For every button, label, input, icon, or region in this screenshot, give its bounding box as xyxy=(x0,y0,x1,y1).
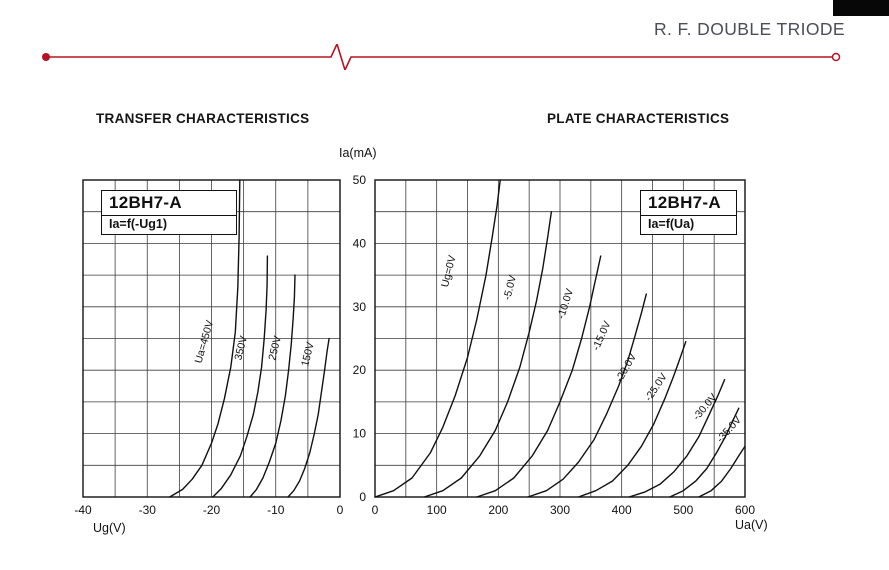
plate-function-label: Ia=f(Ua) xyxy=(641,215,736,234)
svg-text:-40: -40 xyxy=(74,503,92,517)
svg-text:10: 10 xyxy=(353,427,367,441)
left-chart-label-box: 12BH7-A Ia=f(-Ug1) xyxy=(101,190,237,235)
page-title: R. F. DOUBLE TRIODE xyxy=(653,19,845,39)
tube-type-label: 12BH7-A xyxy=(109,193,182,212)
svg-text:150V: 150V xyxy=(299,341,317,368)
svg-text:-30: -30 xyxy=(139,503,157,517)
left-x-axis-label: Ug(V) xyxy=(93,521,126,535)
svg-text:-25.0V: -25.0V xyxy=(643,371,670,403)
svg-text:-5.0V: -5.0V xyxy=(501,274,519,301)
svg-text:-20: -20 xyxy=(203,503,221,517)
svg-text:600: 600 xyxy=(735,503,755,517)
svg-text:350V: 350V xyxy=(232,335,250,362)
right-chart-label-box: 12BH7-A Ia=f(Ua) xyxy=(640,190,737,235)
divider-left-dot xyxy=(42,53,50,61)
svg-text:20: 20 xyxy=(353,363,367,377)
divider-rule xyxy=(42,44,841,70)
transfer-function-label: Ia=f(-Ug1) xyxy=(102,215,236,234)
svg-text:-10.0V: -10.0V xyxy=(555,287,576,320)
svg-text:40: 40 xyxy=(353,236,367,250)
plate-characteristics-heading: PLATE CHARACTERISTICS xyxy=(547,111,730,126)
svg-text:500: 500 xyxy=(673,503,693,517)
svg-text:-30.0V: -30.0V xyxy=(691,391,720,422)
svg-text:100: 100 xyxy=(427,503,447,517)
corner-black-bar xyxy=(833,0,889,16)
right-x-axis-label: Ua(V) xyxy=(735,518,768,532)
svg-text:0: 0 xyxy=(337,503,344,517)
svg-text:0: 0 xyxy=(372,503,379,517)
svg-text:400: 400 xyxy=(612,503,632,517)
svg-text:-35.0V: -35.0V xyxy=(714,414,744,445)
divider-line xyxy=(46,44,834,70)
svg-text:-15.0V: -15.0V xyxy=(590,319,614,352)
svg-text:200: 200 xyxy=(488,503,508,517)
svg-text:250V: 250V xyxy=(266,335,284,362)
svg-text:Ug=0V: Ug=0V xyxy=(439,254,458,288)
y-axis-label: Ia(mA) xyxy=(339,146,377,160)
svg-text:50: 50 xyxy=(353,173,367,187)
transfer-characteristics-heading: TRANSFER CHARACTERISTICS xyxy=(96,111,310,126)
svg-text:300: 300 xyxy=(550,503,570,517)
divider-right-ring xyxy=(831,52,841,62)
tube-type-label: 12BH7-A xyxy=(648,193,721,212)
svg-text:-20.0V: -20.0V xyxy=(613,352,639,385)
svg-text:Ua=450V: Ua=450V xyxy=(193,319,217,365)
svg-text:-10: -10 xyxy=(267,503,285,517)
svg-text:0: 0 xyxy=(359,490,366,504)
svg-text:30: 30 xyxy=(353,300,367,314)
